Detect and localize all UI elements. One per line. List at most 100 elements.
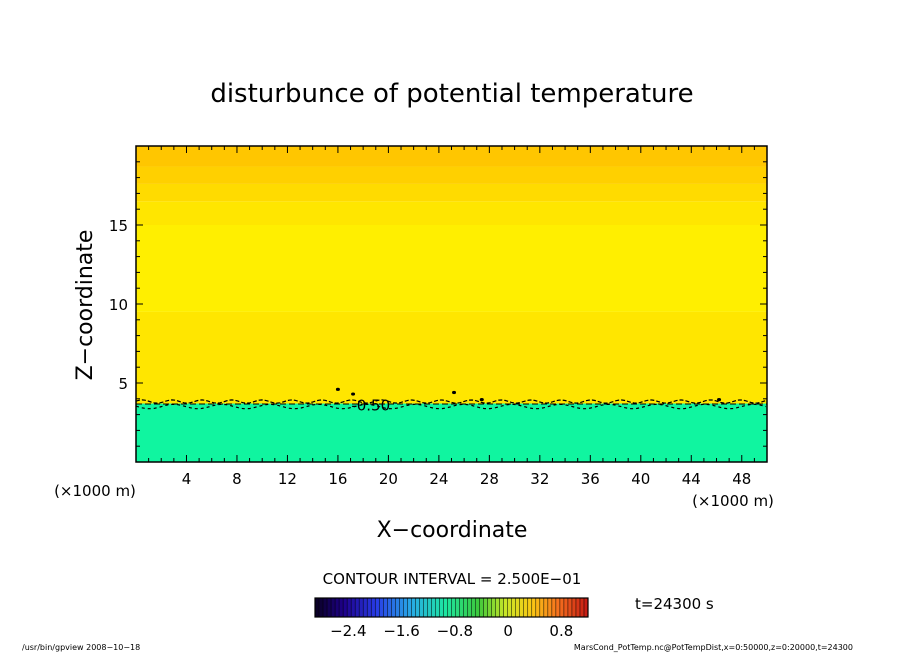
colorbar-tick-label: 0	[503, 622, 513, 640]
colorbar-swatch	[351, 598, 356, 617]
colorbar-swatch	[543, 598, 549, 617]
x-tick-label: 48	[732, 470, 751, 488]
colorbar-swatch	[487, 598, 493, 617]
contour-lines: -0.50	[135, 387, 767, 415]
colorbar: −2.4 −1.6 −0.8 0 0.8	[314, 597, 589, 640]
colorbar-swatch	[463, 598, 468, 617]
colorbar-swatch	[567, 598, 573, 617]
colorbar-swatch	[451, 598, 456, 617]
colorbar-swatch	[407, 598, 412, 617]
footer-right: MarsCond_PotTemp.nc@PotTempDist,x=0:5000…	[574, 643, 853, 652]
x-unit-label: (×1000 m)	[692, 492, 774, 510]
colorbar-swatch	[439, 598, 444, 617]
colorbar-swatch	[503, 598, 509, 617]
colorbar-tick-label: 0.8	[549, 622, 573, 640]
colorbar-swatch	[455, 598, 460, 617]
colorbar-swatch	[523, 598, 529, 617]
colorbar-swatch	[519, 598, 525, 617]
colorbar-swatch	[375, 598, 380, 617]
colorbar-swatch	[535, 598, 541, 617]
x-tick-label: 12	[278, 470, 297, 488]
colorbar-swatch	[467, 598, 472, 617]
colorbar-swatch	[431, 598, 436, 617]
colorbar-swatch	[359, 598, 364, 617]
colorbar-tick-label: −1.6	[383, 622, 419, 640]
colorbar-swatch	[527, 598, 533, 617]
colorbar-swatch	[511, 598, 517, 617]
colorbar-swatch	[339, 598, 344, 617]
contour-blob	[335, 387, 340, 391]
colorbar-swatch	[551, 598, 557, 617]
colorbar-swatch	[531, 598, 537, 617]
x-tick-label: 44	[682, 470, 701, 488]
colorbar-tick-label: −0.8	[437, 622, 473, 640]
colorbar-swatch	[371, 598, 376, 617]
colorbar-swatch	[447, 598, 452, 617]
colorbar-frame	[314, 597, 589, 618]
colorbar-swatch	[335, 598, 340, 617]
colorbar-swatch	[571, 598, 577, 617]
colorbar-swatch	[387, 598, 392, 617]
colorbar-swatch	[479, 598, 485, 617]
colorbar-swatch	[459, 598, 464, 617]
colorbar-swatch	[395, 598, 400, 617]
colorbar-swatch	[471, 598, 476, 617]
colorbar-swatch	[555, 598, 561, 617]
colorbar-swatch	[575, 598, 581, 617]
colorbar-swatch	[435, 598, 440, 617]
chart-title: disturbunce of potential temperature	[210, 79, 693, 109]
contour-blob	[452, 390, 457, 395]
contour-interval-text: CONTOUR INTERVAL = 2.500E−01	[323, 570, 582, 588]
x-tick-label: 24	[429, 470, 448, 488]
colorbar-swatch	[323, 598, 328, 617]
colorbar-swatch	[583, 598, 589, 617]
colorbar-swatch	[343, 598, 348, 617]
x-axis-label: X−coordinate	[377, 518, 528, 543]
colorbar-swatch	[331, 598, 336, 617]
shade-layer	[136, 225, 767, 312]
x-tick-label: 36	[581, 470, 600, 488]
x-tick-label: 16	[328, 470, 347, 488]
colorbar-swatch	[483, 598, 489, 617]
y-tick-label: 5	[118, 375, 128, 393]
colorbar-swatch	[355, 598, 360, 617]
colorbar-swatch	[391, 598, 396, 617]
colorbar-swatch	[383, 598, 388, 617]
z-unit-label: (×1000 m)	[54, 482, 136, 500]
x-tick-label: 40	[631, 470, 650, 488]
colorbar-swatch	[499, 598, 505, 617]
colorbar-swatch	[579, 598, 585, 617]
colorbar-swatch	[315, 598, 320, 617]
shade-layer	[136, 146, 767, 167]
contour-blob	[717, 397, 722, 402]
colorbar-swatch	[367, 598, 372, 617]
colorbar-swatch	[399, 598, 404, 617]
contour-blob	[351, 392, 356, 396]
colorbar-swatch	[411, 598, 416, 617]
shade-layer	[136, 311, 767, 404]
contour-blob	[479, 397, 484, 402]
time-label: t=24300 s	[635, 595, 714, 613]
colorbar-swatch	[427, 598, 432, 617]
colorbar-swatch	[547, 598, 553, 617]
y-tick-label: 10	[109, 296, 128, 314]
x-tick-label: 32	[530, 470, 549, 488]
footer-left: /usr/bin/gpview 2008−10−18	[22, 643, 140, 652]
x-tick-label: 20	[379, 470, 398, 488]
y-axis-label: Z−coordinate	[73, 230, 98, 381]
colorbar-swatch	[539, 598, 545, 617]
contour-label: -0.50	[351, 397, 390, 415]
x-tick-label: 8	[232, 470, 242, 488]
colorbar-swatch	[559, 598, 565, 617]
colorbar-swatch	[443, 598, 448, 617]
x-tick-label: 28	[480, 470, 499, 488]
colorbar-swatch	[415, 598, 420, 617]
colorbar-swatch	[319, 598, 324, 617]
shade-layer	[136, 183, 767, 202]
colorbar-swatch	[515, 598, 521, 617]
shade-layer	[136, 403, 767, 462]
colorbar-swatch	[363, 598, 368, 617]
x-tick-label: 4	[182, 470, 192, 488]
